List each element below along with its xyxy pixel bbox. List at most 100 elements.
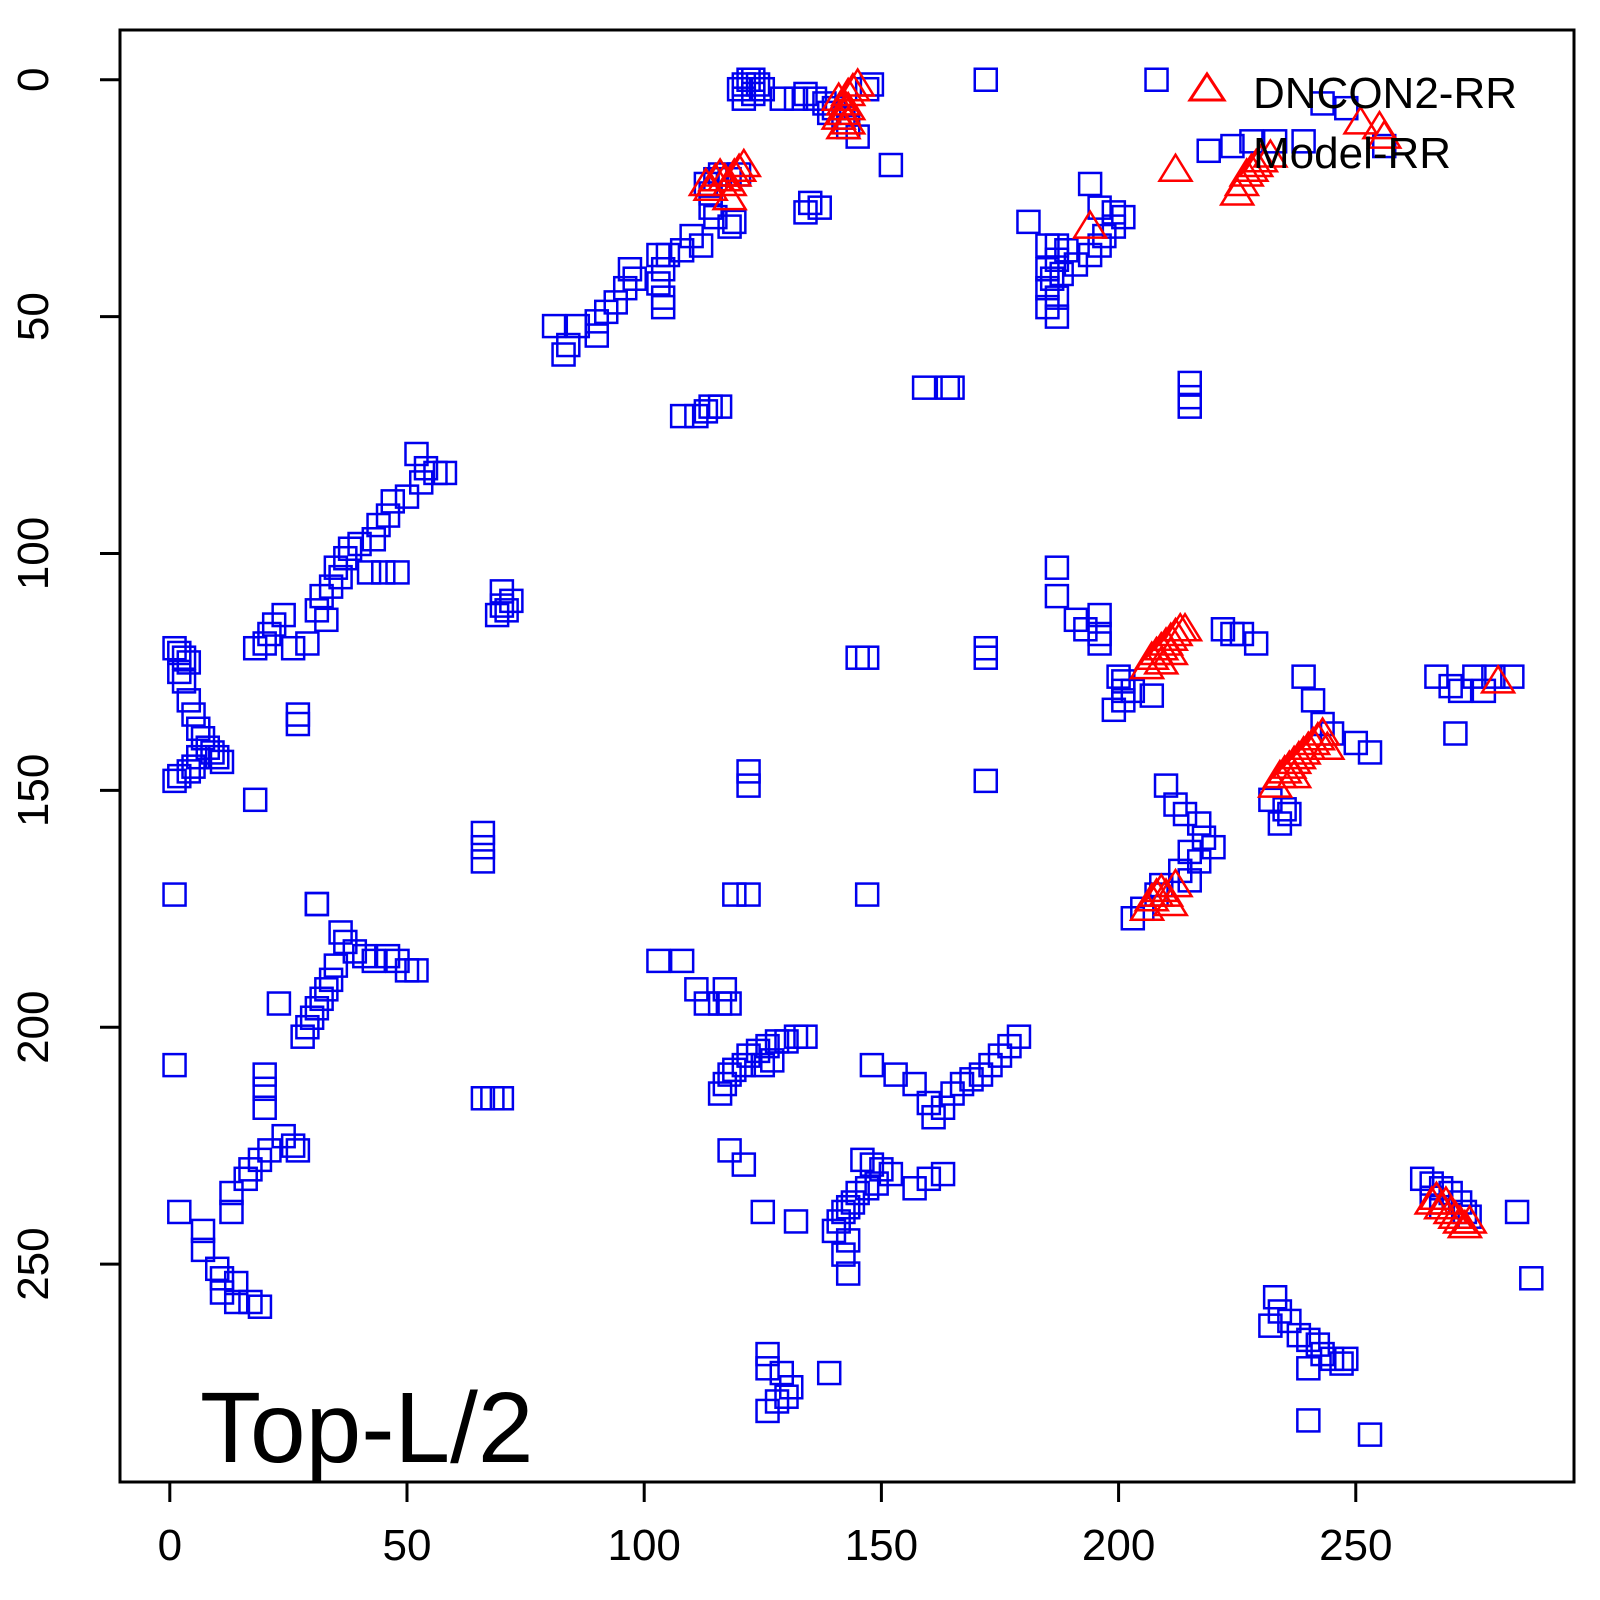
model-rr-point: [646, 271, 671, 296]
model-rr-point: [162, 768, 187, 794]
model-rr-point: [1049, 261, 1074, 287]
x-tick-label: 150: [845, 1521, 918, 1570]
model-rr-point: [1300, 688, 1326, 713]
model-rr-point: [209, 1266, 235, 1291]
model-rr-point: [242, 635, 268, 661]
model-rr-point: [271, 1123, 296, 1149]
model-rr-point: [171, 645, 197, 670]
model-rr-point: [1092, 223, 1117, 249]
dncon2-rr-point: [1451, 1204, 1488, 1234]
model-rr-point: [826, 1209, 851, 1234]
model-rr-point: [280, 635, 306, 661]
model-rr-point: [219, 1180, 244, 1206]
model-rr-point: [1177, 839, 1202, 865]
model-rr-point: [333, 545, 358, 571]
model-rr-point: [304, 891, 330, 917]
model-rr-point: [209, 749, 235, 775]
model-rr-point: [831, 1199, 856, 1225]
model-rr-point: [793, 200, 818, 225]
model-rr-point: [1504, 1199, 1530, 1225]
model-rr-point: [987, 1043, 1013, 1068]
model-rr-point: [845, 124, 870, 149]
model-rr-point: [167, 763, 192, 789]
model-rr-point: [750, 1199, 776, 1225]
model-rr-point: [565, 313, 591, 339]
model-rr-point: [1144, 67, 1169, 92]
model-rr-point: [1319, 1346, 1345, 1372]
model-rr-point: [916, 1090, 942, 1116]
model-rr-point: [1438, 673, 1463, 699]
model-rr-point: [1087, 195, 1112, 220]
model-rr-point: [940, 375, 965, 400]
model-rr-point: [1044, 304, 1070, 329]
model-rr-point: [167, 659, 192, 685]
model-rr-point: [1220, 621, 1245, 647]
model-rr-point: [764, 1389, 790, 1414]
model-rr-point: [1447, 678, 1473, 704]
model-rr-point: [186, 744, 211, 770]
legend-label-model: Model-RR: [1253, 129, 1451, 178]
model-rr-point: [1101, 214, 1127, 239]
model-rr-point: [973, 67, 999, 92]
model-rr-point: [484, 602, 510, 628]
model-rr-point: [722, 209, 747, 235]
model-rr-point: [750, 1052, 776, 1078]
model-rr-point: [1186, 811, 1212, 836]
model-rr-point: [499, 588, 524, 614]
model-rr-point: [337, 536, 363, 561]
model-rr-point: [1077, 171, 1103, 197]
model-rr-point: [167, 1199, 192, 1225]
y-tick-label: 200: [9, 991, 58, 1064]
model-rr-point: [726, 76, 752, 102]
dncon2-rr-point: [711, 180, 748, 211]
model-rr-point: [850, 1147, 875, 1173]
model-rr-point: [1357, 740, 1383, 765]
model-rr-point: [816, 1360, 842, 1386]
model-rr-point: [551, 342, 576, 367]
model-rr-point: [650, 294, 676, 320]
model-rr-point: [328, 920, 353, 945]
model-rr-point: [731, 1052, 757, 1078]
model-rr-point: [223, 1270, 249, 1296]
model-rr-point: [1087, 631, 1112, 656]
model-rr-point: [1139, 683, 1165, 708]
dncon2-rr-point: [839, 67, 876, 97]
model-rr-point: [1016, 209, 1041, 235]
y-tick-label: 50: [9, 292, 58, 341]
model-rr-point: [797, 190, 823, 216]
model-rr-point: [684, 403, 709, 429]
model-rr-point: [741, 67, 766, 92]
model-rr-point: [480, 1086, 505, 1111]
plot-frame: [118, 28, 1576, 1484]
model-rr-point: [997, 1033, 1022, 1059]
model-rr-point: [375, 503, 401, 528]
model-rr-point: [1035, 275, 1060, 301]
model-rr-point: [878, 152, 904, 178]
model-rr-point: [470, 834, 496, 860]
model-rr-point: [1419, 1171, 1444, 1196]
model-rr-point: [290, 1024, 315, 1049]
model-rr-point: [1357, 1422, 1383, 1447]
model-rr-point: [1277, 1308, 1302, 1334]
model-rr-point: [1006, 1024, 1032, 1049]
model-rr-point: [323, 555, 349, 580]
model-rr-point: [162, 882, 187, 907]
dncon2-rr-point: [1342, 104, 1379, 135]
model-rr-point: [285, 702, 311, 727]
model-rr-point: [1120, 906, 1146, 931]
model-rr-point: [1262, 1284, 1288, 1310]
model-rr-point: [1409, 1166, 1435, 1192]
model-rr-point: [190, 1237, 216, 1263]
model-rr-point: [309, 986, 334, 1012]
dncon2-rr-point: [1309, 730, 1346, 760]
model-rr-point: [489, 593, 515, 618]
model-rr-point: [930, 1095, 956, 1120]
dncon2-rr-point: [1166, 611, 1204, 642]
y-axis: 0 50 100 150 200 250: [9, 68, 122, 1301]
model-rr-point: [1210, 617, 1236, 642]
model-rr-point: [257, 1138, 282, 1163]
model-rr-point: [669, 238, 695, 263]
model-rr-point: [1267, 811, 1293, 836]
model-rr-point: [190, 1218, 216, 1244]
model-rr-point: [209, 1280, 235, 1305]
